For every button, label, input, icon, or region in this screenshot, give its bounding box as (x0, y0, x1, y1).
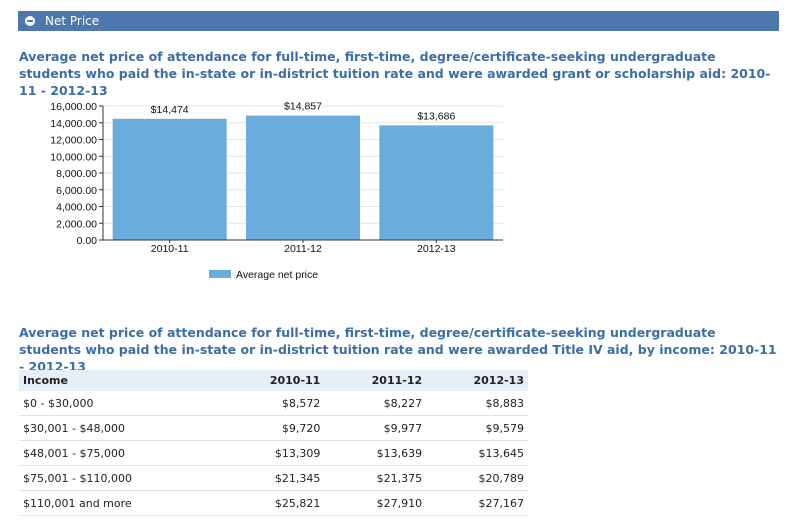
value-cell: $21,345 (222, 465, 325, 491)
value-cell: $9,720 (222, 415, 325, 441)
value-cell: $13,639 (324, 440, 427, 466)
table-row: $75,001 - $110,000 $21,345 $21,375 $20,7… (19, 465, 528, 491)
bar (246, 115, 360, 240)
bar (112, 118, 227, 240)
chart-heading: Average net price of attendance for full… (19, 49, 771, 98)
table-row: $30,001 - $48,000 $9,720 $9,977 $9,579 (19, 415, 528, 441)
y-tick-label: 16,000.00 (50, 101, 97, 113)
income-cell: $110,001 and more (19, 490, 223, 516)
bar-data-label: $14,857 (284, 101, 322, 113)
income-net-price-table: Income 2010-11 2011-12 2012-13 $0 - $30,… (19, 370, 528, 516)
bar-data-label: $13,686 (417, 110, 455, 122)
value-cell: $20,789 (426, 465, 528, 491)
collapse-icon[interactable] (25, 16, 35, 26)
y-tick-label: 6,000.00 (56, 185, 97, 197)
table-row: $48,001 - $75,000 $13,309 $13,639 $13,64… (19, 440, 528, 466)
y-tick-label: 4,000.00 (56, 202, 97, 214)
y-tick-label: 8,000.00 (56, 168, 97, 180)
income-cell: $48,001 - $75,000 (19, 440, 223, 466)
column-header: 2010-11 (222, 370, 325, 391)
value-cell: $21,375 (324, 465, 427, 491)
section-title: Net Price (45, 14, 100, 28)
value-cell: $9,977 (324, 415, 427, 441)
column-header: 2011-12 (324, 370, 427, 391)
table-row: $110,001 and more $25,821 $27,910 $27,16… (19, 490, 528, 516)
y-tick-label: 12,000.00 (50, 135, 97, 147)
net-price-section-header[interactable]: Net Price (18, 11, 779, 31)
chart-axes: 0.00 2,000.00 4,000.00 6,000.00 8,000.00 10,0… (50, 101, 503, 255)
x-tick-label: 2011-12 (284, 243, 322, 255)
y-tick-label: 0.00 (77, 235, 98, 247)
income-cell: $0 - $30,000 (19, 391, 223, 416)
y-tick-label: 2,000.00 (56, 218, 97, 230)
income-cell: $30,001 - $48,000 (19, 415, 223, 441)
value-cell: $8,572 (222, 391, 325, 416)
legend-swatch (209, 270, 231, 278)
x-tick-label: 2012-13 (417, 243, 456, 255)
table-header-row: Income 2010-11 2011-12 2012-13 (19, 370, 528, 391)
y-tick-label: 10,000.00 (50, 151, 97, 163)
value-cell: $8,227 (324, 391, 427, 416)
column-header: Income (19, 370, 223, 391)
legend-label: Average net price (236, 269, 318, 281)
chart-legend: Average net price (209, 269, 318, 281)
table-heading: Average net price of attendance for full… (19, 325, 777, 374)
bar (379, 125, 494, 240)
bar-data-label: $14,474 (151, 104, 189, 116)
value-cell: $13,645 (426, 440, 528, 466)
value-cell: $25,821 (222, 490, 325, 516)
net-price-bar-chart: $14,474 $14,857 $13,686 0.00 2,000.00 4,000.… (50, 101, 503, 281)
column-header: 2012-13 (426, 370, 528, 391)
value-cell: $27,167 (426, 490, 528, 516)
y-tick-label: 14,000.00 (50, 118, 97, 130)
table-row: $0 - $30,000 $8,572 $8,227 $8,883 (19, 391, 528, 416)
income-cell: $75,001 - $110,000 (19, 465, 223, 491)
value-cell: $27,910 (324, 490, 427, 516)
x-tick-label: 2010-11 (151, 243, 189, 255)
value-cell: $8,883 (426, 391, 528, 416)
value-cell: $9,579 (426, 415, 528, 441)
chart-bars: $14,474 $14,857 $13,686 (112, 101, 494, 240)
value-cell: $13,309 (222, 440, 325, 466)
